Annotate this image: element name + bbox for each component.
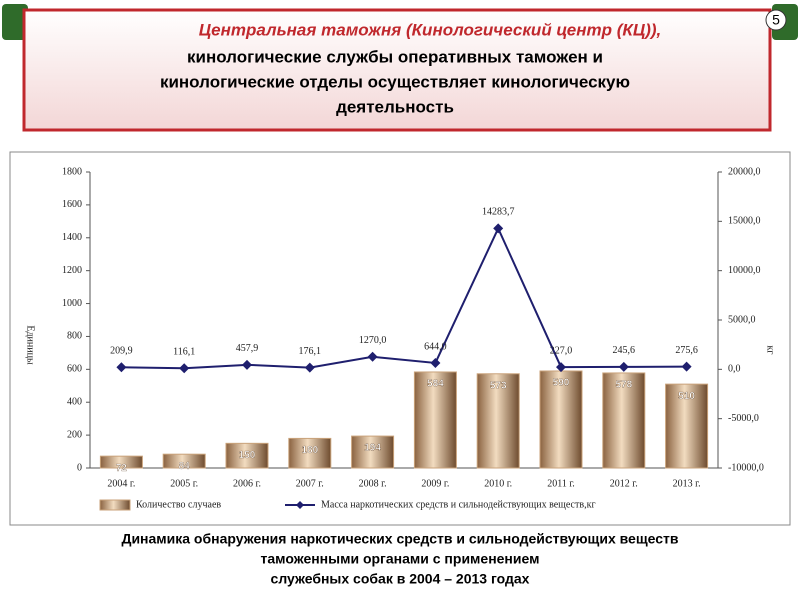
bar-value-label: 84 <box>179 461 191 472</box>
line-marker <box>618 361 629 372</box>
y-tick-label: 1200 <box>62 265 82 276</box>
line-marker <box>430 357 441 368</box>
bar <box>99 455 143 469</box>
y2-tick-label: 20000,0 <box>728 166 761 177</box>
bar <box>413 371 457 469</box>
y-axis-title: Единицы <box>25 325 36 365</box>
line-value-label: 14283,7 <box>482 207 515 218</box>
chart-frame <box>9 151 791 526</box>
x-tick-label: 2011 г. <box>547 478 575 489</box>
bar-value-label: 510 <box>678 391 695 402</box>
legend-label: Масса наркотических средств и сильнодейс… <box>321 499 596 510</box>
line-value-label: 116,1 <box>173 346 195 357</box>
line-value-label: 227,0 <box>550 345 573 356</box>
header-line: деятельность <box>336 97 454 116</box>
legend-label: Количество случаев <box>136 499 221 510</box>
bar-value-label: 573 <box>490 380 507 391</box>
bar <box>162 453 206 469</box>
x-tick-label: 2013 г. <box>673 478 701 489</box>
line-value-label: 209,9 <box>110 346 133 357</box>
y-tick-label: 1400 <box>62 232 82 243</box>
y-tick-label: 200 <box>67 429 82 440</box>
line-marker <box>681 361 692 372</box>
y-tick-label: 800 <box>67 331 82 342</box>
line-marker <box>556 362 566 373</box>
y2-tick-label: 10000,0 <box>728 265 761 276</box>
y2-tick-label: -5000,0 <box>728 413 759 424</box>
bar-value-label: 180 <box>301 445 318 456</box>
x-tick-label: 2008 г. <box>359 478 387 489</box>
bar <box>225 442 269 469</box>
line-value-label: 275,6 <box>675 345 698 356</box>
y-tick-label: 1600 <box>62 199 82 210</box>
line-value-label: 1270,0 <box>359 335 387 346</box>
bar-value-label: 584 <box>427 379 444 390</box>
line-value-label: 176,1 <box>299 346 322 357</box>
header-line: кинологические отделы осуществляет кинол… <box>160 72 630 91</box>
bar-value-label: 590 <box>553 378 570 389</box>
y-tick-label: 600 <box>67 364 82 375</box>
header-box <box>22 8 772 132</box>
y2-tick-label: -10000,0 <box>728 462 764 473</box>
x-tick-label: 2006 г. <box>233 478 261 489</box>
x-tick-label: 2007 г. <box>296 478 324 489</box>
header-line: кинологические службы оперативных таможе… <box>187 47 603 66</box>
bar <box>665 383 709 469</box>
legend-marker <box>296 501 304 509</box>
bar-value-label: 578 <box>615 380 632 391</box>
caption-line: Динамика обнаружения наркотических средс… <box>121 531 678 547</box>
bar <box>351 435 395 469</box>
bar <box>476 373 520 469</box>
y-tick-label: 400 <box>67 397 82 408</box>
line <box>121 226 687 370</box>
caption-line: таможенными органами с применением <box>261 551 540 567</box>
line-marker <box>179 363 190 374</box>
line-marker <box>116 362 127 373</box>
x-tick-label: 2004 г. <box>107 478 135 489</box>
bar <box>602 372 646 469</box>
caption-line: служебных собак в 2004 – 2013 годах <box>271 571 530 587</box>
line-marker <box>367 351 378 362</box>
x-tick-label: 2009 г. <box>421 478 449 489</box>
bar <box>288 437 332 469</box>
line-value-label: 245,6 <box>613 345 636 356</box>
y-tick-label: 1000 <box>62 298 82 309</box>
slide-number: 5 <box>772 12 780 28</box>
slide-number-badge <box>765 9 787 31</box>
legend-swatch <box>99 499 131 511</box>
y-tick-label: 0 <box>77 462 82 473</box>
emblem-left <box>2 4 28 40</box>
line-marker <box>242 359 252 370</box>
x-tick-label: 2012 г. <box>610 478 638 489</box>
line-value-label: 457,9 <box>236 343 259 354</box>
y-tick-label: 1800 <box>62 166 82 177</box>
bar-value-label: 150 <box>239 450 256 461</box>
y2-axis-title: кг <box>765 346 776 355</box>
bar <box>539 370 583 469</box>
y2-tick-label: 0,0 <box>728 364 741 375</box>
bar-value-label: 72 <box>116 463 128 474</box>
x-tick-label: 2010 г. <box>484 478 512 489</box>
line-value-label: 644,0 <box>424 341 447 352</box>
header-line: Центральная таможня (Кинологический цент… <box>199 20 662 39</box>
line-marker <box>304 362 315 373</box>
y2-tick-label: 5000,0 <box>728 314 756 325</box>
y2-tick-label: 15000,0 <box>728 216 761 227</box>
bar-value-label: 194 <box>364 443 381 454</box>
line-marker <box>493 223 504 234</box>
x-tick-label: 2005 г. <box>170 478 198 489</box>
